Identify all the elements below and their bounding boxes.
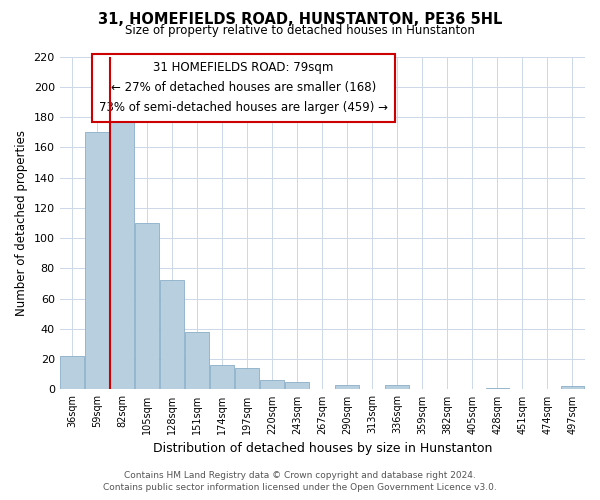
Text: Size of property relative to detached houses in Hunstanton: Size of property relative to detached ho… [125, 24, 475, 37]
Bar [185, 332, 209, 390]
Bar [385, 385, 409, 390]
Bar [85, 132, 109, 390]
X-axis label: Distribution of detached houses by size in Hunstanton: Distribution of detached houses by size … [152, 442, 492, 455]
Bar [160, 280, 184, 390]
Text: 31, HOMEFIELDS ROAD, HUNSTANTON, PE36 5HL: 31, HOMEFIELDS ROAD, HUNSTANTON, PE36 5H… [98, 12, 502, 28]
Text: Contains HM Land Registry data © Crown copyright and database right 2024.
Contai: Contains HM Land Registry data © Crown c… [103, 471, 497, 492]
Bar [260, 380, 284, 390]
Bar [60, 356, 84, 390]
Bar [485, 388, 509, 390]
Y-axis label: Number of detached properties: Number of detached properties [15, 130, 28, 316]
Bar [211, 365, 234, 390]
Bar [286, 382, 309, 390]
Text: 31 HOMEFIELDS ROAD: 79sqm
← 27% of detached houses are smaller (168)
73% of semi: 31 HOMEFIELDS ROAD: 79sqm ← 27% of detac… [99, 62, 388, 114]
Bar [136, 223, 159, 390]
Bar [335, 385, 359, 390]
Bar [560, 386, 584, 390]
Bar [110, 122, 134, 390]
Bar [235, 368, 259, 390]
